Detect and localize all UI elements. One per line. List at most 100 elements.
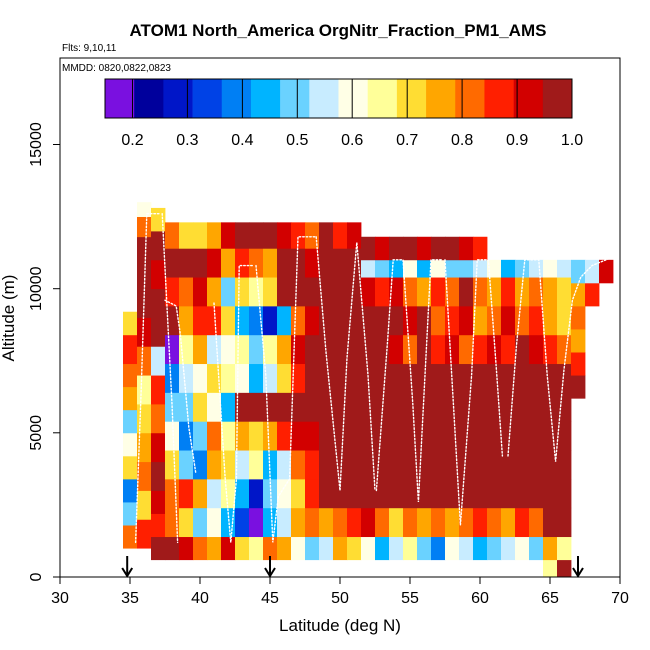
heatmap-cell [151, 346, 166, 376]
heatmap-cell [305, 277, 320, 307]
heatmap-cell [389, 392, 404, 422]
heatmap-cell [571, 259, 586, 284]
heatmap-cell [305, 450, 320, 480]
heatmap-cell [459, 236, 474, 261]
heatmap-cell [249, 222, 264, 249]
heatmap-cell [403, 363, 418, 393]
heatmap-cell [207, 305, 222, 336]
heatmap-cell [249, 478, 264, 509]
heatmap-cell [459, 421, 474, 451]
heatmap-cell [277, 334, 292, 365]
heatmap-cell [445, 277, 460, 307]
heatmap-cell [571, 375, 586, 399]
heatmap-cell [333, 334, 348, 365]
heatmap-cell [235, 450, 250, 480]
heatmap-cell [319, 305, 334, 336]
heatmap-cell [473, 277, 488, 307]
heatmap-cell [249, 421, 264, 451]
heatmap-cell [319, 507, 334, 538]
heatmap-cell [431, 507, 446, 538]
heatmap-cell [515, 450, 530, 480]
heatmap-cell [193, 536, 208, 561]
heatmap-cell [319, 392, 334, 422]
heatmap-cell [431, 421, 446, 451]
y-axis-label: Altitude (m) [0, 275, 18, 362]
heatmap-cell [193, 363, 208, 393]
heatmap-cell [263, 536, 278, 561]
colorbar-ticks: 0.2 0.3 0.4 0.5 0.6 0.7 0.8 0.9 1.0 [121, 79, 583, 149]
heatmap-cell [277, 222, 292, 249]
y-tick-label: 15000 [28, 122, 45, 167]
heatmap-cell [501, 392, 516, 422]
heatmap-cell [389, 536, 404, 561]
heatmap-cell [221, 305, 236, 336]
heatmap-cell [431, 392, 446, 422]
x-axis: 30 35 40 45 50 55 60 65 70 [51, 577, 629, 607]
heatmap-cell [543, 363, 558, 393]
heatmap-cell [235, 478, 250, 509]
heatmap-cell [207, 222, 222, 249]
heatmap-cell [235, 536, 250, 561]
heatmap-cell [543, 421, 558, 451]
flight-track [213, 264, 254, 543]
heatmap-cell [403, 334, 418, 365]
heatmap-cell [529, 363, 544, 393]
heatmap-cell [361, 363, 376, 393]
colorbar: 0.2 0.3 0.4 0.5 0.6 0.7 0.8 0.9 1.0 [104, 78, 583, 149]
colorbar-segment [542, 79, 573, 118]
heatmap-cell [403, 305, 418, 336]
heatmap-cell [193, 478, 208, 509]
heatmap-cell [347, 392, 362, 422]
heatmap-cell [221, 277, 236, 307]
heatmap-cell [333, 536, 348, 561]
heatmap-cell [277, 248, 292, 278]
heatmap-cell [403, 478, 418, 509]
heatmap-cell [543, 259, 558, 278]
colorbar-segment [163, 79, 193, 118]
x-axis-label: Latitude (deg N) [279, 616, 401, 635]
heatmap-cell [389, 334, 404, 365]
heatmap-cell [543, 305, 558, 336]
heatmap-cell [445, 305, 460, 336]
heatmap-cell [417, 259, 432, 278]
heatmap-cell [137, 490, 152, 520]
heatmap-cell [137, 202, 152, 217]
heatmap-cell [291, 248, 306, 278]
colorbar-segment [134, 79, 164, 118]
heatmap-cell [543, 536, 558, 561]
heatmap-cell [361, 507, 376, 538]
arrow-markers [121, 556, 584, 578]
flight-track [134, 212, 162, 544]
heatmap-cell [487, 536, 502, 561]
colorbar-segment [309, 79, 339, 118]
heatmap-cell [347, 334, 362, 365]
heatmap-cell [571, 352, 586, 376]
heatmap-cell [459, 334, 474, 365]
heatmap-cell [291, 421, 306, 451]
heatmap-cell [459, 363, 474, 393]
heatmap-cell [207, 248, 222, 278]
colorbar-segment [280, 79, 310, 118]
heatmap-cell [319, 248, 334, 278]
heatmap-cell [277, 305, 292, 336]
heatmap-cell [557, 507, 572, 538]
heatmap-cell [431, 259, 446, 278]
heatmap-cell [319, 363, 334, 393]
heatmap-cell [263, 392, 278, 422]
heatmap-cell [123, 478, 138, 503]
heatmap-cell [543, 478, 558, 509]
heatmap-cell [123, 409, 138, 434]
heatmap-cell [277, 450, 292, 480]
heatmap-cell [207, 392, 222, 422]
heatmap-cell [389, 305, 404, 336]
heatmap-cell [473, 421, 488, 451]
heatmap-cell [305, 421, 320, 451]
colorbar-segment [455, 79, 485, 118]
heatmap-cell [529, 536, 544, 561]
heatmap-cell [487, 277, 502, 307]
heatmap-cell [193, 248, 208, 278]
heatmap-cell [165, 334, 180, 365]
heatmap-cell [543, 450, 558, 480]
x-tick-label: 30 [51, 590, 69, 607]
down-arrow-icon [264, 556, 276, 578]
